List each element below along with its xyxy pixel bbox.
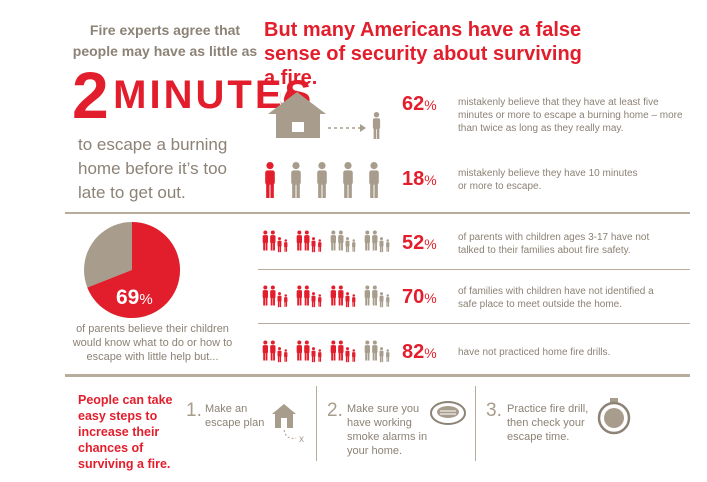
stat-value: 82% xyxy=(402,341,457,364)
step-number: 1. xyxy=(186,400,202,421)
person-icon xyxy=(265,162,275,198)
headline: But many Americans have a false sense of… xyxy=(264,19,582,89)
stat-text: of parents with children ages 3-17 have … xyxy=(458,232,650,256)
stat-number: 52 xyxy=(402,232,425,254)
svg-text:x: x xyxy=(299,434,304,445)
step-text: Make an escape plan xyxy=(205,403,265,429)
divider xyxy=(65,212,690,214)
pie-number: 69 xyxy=(116,286,140,309)
stat-number: 82 xyxy=(402,341,425,363)
pie-unit: % xyxy=(139,291,153,308)
pie-caption: of parents believe their children would … xyxy=(72,323,233,363)
big-number: 2 xyxy=(72,58,109,132)
stat-number: 18 xyxy=(402,168,425,190)
divider xyxy=(65,374,690,377)
step-number: 3. xyxy=(486,400,502,421)
row-icons-top xyxy=(265,86,381,198)
stat-value: 18% xyxy=(402,168,457,191)
pie-label: 69% xyxy=(116,286,153,310)
divider xyxy=(258,269,690,270)
pie-chart xyxy=(84,222,180,318)
divider xyxy=(316,386,317,461)
divider xyxy=(475,386,476,461)
pie-slice xyxy=(87,222,180,318)
house-plan-icon: x xyxy=(272,404,304,445)
person-icon xyxy=(291,162,301,198)
stat-value: 62% xyxy=(402,93,457,116)
big-figure: 2 MINUTES xyxy=(72,62,311,128)
step-text: Make sure you have working smoke alarms … xyxy=(347,403,428,457)
person-icon xyxy=(343,162,353,198)
stat-number: 62 xyxy=(402,93,425,115)
person-icon xyxy=(369,162,379,198)
stopwatch-icon xyxy=(597,398,631,435)
stat-unit: % xyxy=(424,97,437,113)
row-icons-families xyxy=(262,228,397,363)
stat-value: 52% xyxy=(402,232,457,255)
stat-text: of families with children have not ident… xyxy=(458,286,654,310)
person-icon xyxy=(372,112,381,139)
step-text: Practice fire drill, then check your esc… xyxy=(507,403,589,443)
step-number: 2. xyxy=(327,400,343,421)
intro-tail: to escape a burning home before it’s too… xyxy=(78,135,228,202)
stat-unit: % xyxy=(424,236,437,252)
stat-number: 70 xyxy=(402,286,425,308)
steps-intro: People can take easy steps to increase t… xyxy=(78,393,173,471)
stat-unit: % xyxy=(424,172,437,188)
stat-text: mistakenly believe that they have at lea… xyxy=(458,97,683,134)
stat-unit: % xyxy=(424,290,437,306)
intro-lead: Fire experts agree that people may have … xyxy=(72,22,258,59)
divider xyxy=(258,323,690,324)
person-icon xyxy=(317,162,327,198)
stat-unit: % xyxy=(424,345,437,361)
stat-text: mistakenly believe they have 10 minutes … xyxy=(458,168,638,192)
house-icon xyxy=(268,92,326,138)
stat-value: 70% xyxy=(402,286,457,309)
stat-text: have not practiced home fire drills. xyxy=(458,347,611,358)
smoke-alarm-icon xyxy=(430,401,466,425)
